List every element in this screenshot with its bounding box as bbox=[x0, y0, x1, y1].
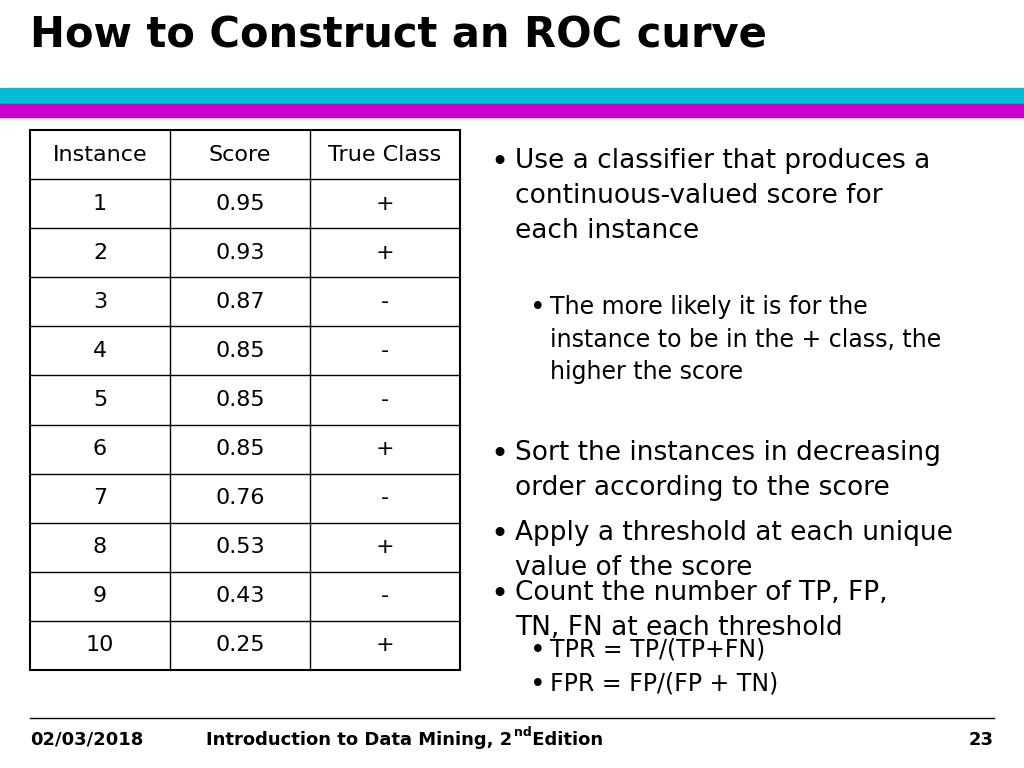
Text: 23: 23 bbox=[969, 731, 994, 749]
Text: -: - bbox=[381, 390, 389, 410]
Text: 9: 9 bbox=[93, 586, 108, 607]
Text: Instance: Instance bbox=[52, 144, 147, 164]
Text: Count the number of TP, FP,
TN, FN at each threshold: Count the number of TP, FP, TN, FN at ea… bbox=[515, 580, 888, 641]
Text: 02/03/2018: 02/03/2018 bbox=[30, 731, 143, 749]
Text: 0.95: 0.95 bbox=[215, 194, 265, 214]
Text: •: • bbox=[530, 295, 546, 321]
Text: 0.85: 0.85 bbox=[215, 341, 265, 361]
Text: 6: 6 bbox=[93, 439, 108, 459]
Text: 2: 2 bbox=[93, 243, 108, 263]
Text: 0.93: 0.93 bbox=[215, 243, 265, 263]
Text: 0.53: 0.53 bbox=[215, 538, 265, 558]
Text: TPR = TP/(TP+FN): TPR = TP/(TP+FN) bbox=[550, 638, 765, 662]
Text: +: + bbox=[376, 439, 394, 459]
Text: True Class: True Class bbox=[329, 144, 441, 164]
Text: -: - bbox=[381, 341, 389, 361]
Bar bbox=[0, 104, 1024, 117]
Text: 5: 5 bbox=[93, 390, 108, 410]
Bar bbox=[30, 130, 460, 670]
Text: •: • bbox=[490, 440, 508, 469]
Text: The more likely it is for the
instance to be in the + class, the
higher the scor: The more likely it is for the instance t… bbox=[550, 295, 941, 384]
Text: 0.25: 0.25 bbox=[215, 635, 265, 655]
Text: 0.76: 0.76 bbox=[215, 488, 265, 508]
Text: -: - bbox=[381, 292, 389, 312]
Text: +: + bbox=[376, 194, 394, 214]
Text: 1: 1 bbox=[93, 194, 108, 214]
Text: +: + bbox=[376, 243, 394, 263]
Text: 0.87: 0.87 bbox=[215, 292, 265, 312]
Text: Apply a threshold at each unique
value of the score: Apply a threshold at each unique value o… bbox=[515, 520, 953, 581]
Text: Sort the instances in decreasing
order according to the score: Sort the instances in decreasing order a… bbox=[515, 440, 941, 501]
Text: Score: Score bbox=[209, 144, 271, 164]
Text: Introduction to Data Mining, 2: Introduction to Data Mining, 2 bbox=[206, 731, 512, 749]
Text: +: + bbox=[376, 538, 394, 558]
Text: •: • bbox=[490, 580, 508, 609]
Text: +: + bbox=[376, 635, 394, 655]
Text: •: • bbox=[530, 638, 546, 664]
Bar bbox=[0, 88, 1024, 104]
Text: 0.85: 0.85 bbox=[215, 439, 265, 459]
Text: FPR = FP/(FP + TN): FPR = FP/(FP + TN) bbox=[550, 672, 778, 696]
Text: 7: 7 bbox=[93, 488, 108, 508]
Text: •: • bbox=[490, 148, 508, 177]
Text: 3: 3 bbox=[93, 292, 108, 312]
Text: 8: 8 bbox=[93, 538, 108, 558]
Text: 4: 4 bbox=[93, 341, 108, 361]
Text: 0.43: 0.43 bbox=[215, 586, 265, 607]
Text: Use a classifier that produces a
continuous-valued score for
each instance: Use a classifier that produces a continu… bbox=[515, 148, 930, 244]
Text: -: - bbox=[381, 586, 389, 607]
Text: •: • bbox=[490, 520, 508, 549]
Text: nd: nd bbox=[514, 727, 531, 740]
Text: 0.85: 0.85 bbox=[215, 390, 265, 410]
Text: -: - bbox=[381, 488, 389, 508]
Text: 10: 10 bbox=[86, 635, 115, 655]
Text: Edition: Edition bbox=[526, 731, 603, 749]
Text: How to Construct an ROC curve: How to Construct an ROC curve bbox=[30, 15, 767, 57]
Text: •: • bbox=[530, 672, 546, 698]
